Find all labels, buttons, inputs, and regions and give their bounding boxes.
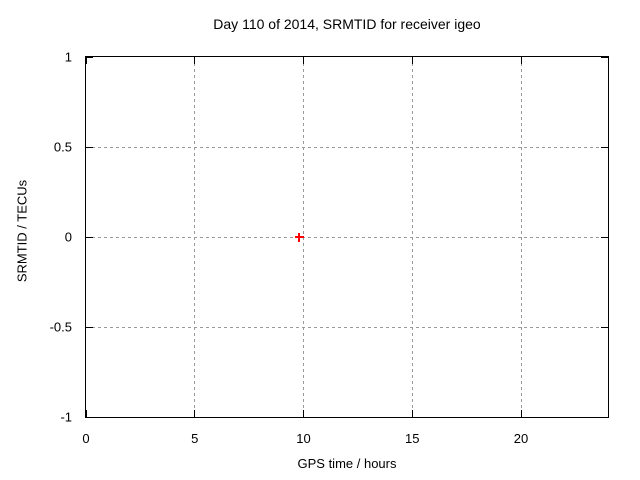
tick-mark-x-bottom <box>303 410 304 417</box>
tick-mark-y-left <box>86 56 93 58</box>
tick-mark-x-bottom <box>411 410 413 417</box>
tick-mark-x-top <box>194 57 196 64</box>
x-tick-label: 0 <box>82 431 90 446</box>
y-tick-label: 1 <box>64 49 72 65</box>
data-point-marker <box>298 232 301 242</box>
tick-mark-y-right <box>601 416 608 418</box>
x-tick-label: 5 <box>191 431 199 446</box>
tick-mark-y-left <box>86 236 93 238</box>
tick-mark-y-right <box>601 236 608 238</box>
tick-mark-x-top <box>85 57 87 64</box>
tick-mark-y-right <box>601 326 608 328</box>
gridline-horizontal <box>86 326 608 328</box>
tick-mark-x-top <box>411 57 413 64</box>
tick-mark-x-bottom <box>194 410 196 417</box>
tick-mark-y-left <box>86 416 93 418</box>
tick-mark-x-top <box>520 57 522 64</box>
plot-area <box>85 56 609 418</box>
gridline-horizontal <box>86 236 608 238</box>
tick-mark-x-top <box>303 57 304 64</box>
tick-mark-y-right <box>601 56 608 58</box>
tick-mark-x-bottom <box>520 410 522 417</box>
tick-mark-y-left <box>86 146 93 148</box>
x-tick-label: 10 <box>296 431 311 446</box>
x-tick-label: 15 <box>405 431 420 446</box>
gridline-horizontal <box>86 146 608 148</box>
y-tick-label: -1 <box>60 409 72 425</box>
x-tick-label: 20 <box>513 431 529 446</box>
chart-title: Day 110 of 2014, SRMTID for receiver ige… <box>213 16 481 32</box>
y-tick-label: 0 <box>64 229 72 245</box>
tick-mark-y-right <box>601 146 608 148</box>
tick-mark-x-bottom <box>85 410 87 417</box>
x-axis-label: GPS time / hours <box>297 456 397 471</box>
y-tick-label: -0.5 <box>49 319 72 335</box>
y-tick-label: 0.5 <box>53 139 72 155</box>
tick-mark-y-left <box>86 326 93 328</box>
